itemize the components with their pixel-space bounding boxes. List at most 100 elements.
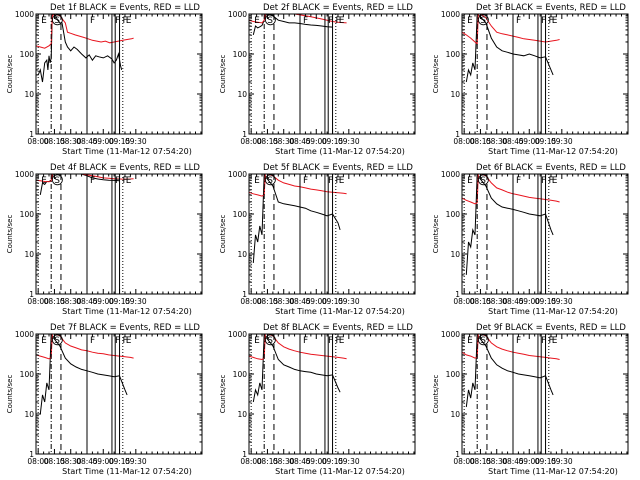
series-line-events	[252, 14, 333, 36]
x-axis-label: Start Time (11-Mar-12 07:54:20)	[62, 147, 192, 156]
y-tick-label: 10	[24, 410, 34, 419]
plot-frame	[35, 173, 203, 295]
y-tick-label: 1000	[228, 330, 247, 339]
marker-label: E	[254, 176, 260, 186]
x-tick-label: 09:15	[322, 137, 344, 146]
series-line-lld	[36, 174, 134, 183]
y-tick-label: 10	[450, 410, 460, 419]
x-tick-label: 08:00	[240, 137, 262, 146]
x-tick-label: 08:30	[273, 457, 295, 466]
marker-label: F	[115, 176, 120, 186]
marker-label: E	[339, 16, 345, 26]
x-tick-label: 08:15	[44, 137, 66, 146]
y-axis-label: Counts/sec	[432, 215, 440, 254]
x-tick-label: 09:00	[518, 457, 540, 466]
marker-label: F	[123, 16, 128, 26]
marker-label: S	[267, 16, 273, 26]
y-axis-label: Counts/sec	[6, 375, 14, 414]
y-tick-label: 100	[446, 50, 461, 59]
x-tick-label: 08:00	[453, 457, 475, 466]
y-axis-label: Counts/sec	[6, 215, 14, 254]
x-tick-label: 08:00	[27, 457, 49, 466]
plot-frame	[461, 173, 629, 295]
x-tick-label: 08:45	[502, 297, 524, 306]
y-tick-label: 1	[29, 450, 34, 459]
x-tick-label: 08:30	[486, 297, 508, 306]
x-tick-label: 09:30	[551, 137, 573, 146]
x-tick-label: 08:45	[289, 457, 311, 466]
x-tick-label: 09:15	[109, 297, 131, 306]
series-line-lld	[462, 174, 560, 205]
marker-label: E	[41, 16, 47, 26]
y-axis-label: Counts/sec	[219, 55, 227, 94]
x-tick-label: 09:00	[305, 297, 327, 306]
y-tick-label: 1000	[441, 10, 460, 19]
x-tick-label: 08:00	[240, 297, 262, 306]
chart-title: Det 5f BLACK = Events, RED = LLD	[263, 163, 413, 173]
x-tick-label: 09:00	[92, 297, 114, 306]
x-tick-label: 09:15	[322, 457, 344, 466]
chart-title: Det 4f BLACK = Events, RED = LLD	[50, 163, 200, 173]
marker-label: F	[516, 336, 521, 346]
x-axis-label: Start Time (11-Mar-12 07:54:20)	[275, 307, 405, 316]
y-tick-label: 1	[242, 130, 247, 139]
x-tick-label: 09:30	[125, 457, 147, 466]
series-line-events	[37, 14, 123, 83]
marker-label: F	[336, 176, 341, 186]
y-tick-label: 1000	[15, 10, 34, 19]
marker-label: F	[336, 336, 341, 346]
marker-label: F	[549, 16, 554, 26]
y-tick-label: 100	[446, 210, 461, 219]
x-axis-label: Start Time (11-Mar-12 07:54:20)	[62, 467, 192, 476]
y-tick-label: 1	[29, 130, 34, 139]
marker-label: E	[467, 336, 473, 346]
marker-label: E	[254, 16, 260, 26]
x-tick-label: 08:45	[76, 137, 98, 146]
marker-label: E	[126, 176, 132, 186]
y-tick-label: 100	[20, 50, 35, 59]
y-tick-label: 100	[233, 210, 248, 219]
y-tick-label: 10	[450, 90, 460, 99]
marker-label: E	[126, 336, 132, 346]
marker-label: F	[123, 336, 128, 346]
x-tick-label: 09:30	[338, 297, 360, 306]
y-axis-label: Counts/sec	[219, 375, 227, 414]
marker-label: E	[339, 336, 345, 346]
marker-label: F	[328, 336, 333, 346]
plot-frame	[35, 13, 203, 135]
y-tick-label: 1	[455, 290, 460, 299]
x-tick-label: 08:30	[486, 137, 508, 146]
x-tick-label: 08:00	[453, 297, 475, 306]
x-tick-label: 08:15	[44, 297, 66, 306]
x-tick-label: 08:15	[257, 297, 279, 306]
x-tick-label: 09:30	[125, 137, 147, 146]
y-tick-label: 1000	[15, 330, 34, 339]
x-tick-label: 08:00	[240, 457, 262, 466]
x-tick-label: 09:30	[125, 297, 147, 306]
marker-label: E	[552, 336, 558, 346]
marker-label: F	[516, 16, 521, 26]
marker-label: F	[90, 176, 95, 186]
chart-title: Det 1f BLACK = Events, RED = LLD	[50, 3, 200, 13]
chart-title: Det 8f BLACK = Events, RED = LLD	[263, 323, 413, 333]
marker-label: E	[467, 16, 473, 26]
series-line-lld	[249, 334, 347, 361]
marker-label: S	[54, 176, 60, 186]
marker-label: S	[480, 336, 486, 346]
y-tick-label: 1	[242, 290, 247, 299]
plot-frame	[248, 13, 416, 135]
marker-circle	[51, 334, 63, 346]
x-tick-label: 08:45	[289, 137, 311, 146]
marker-circle	[264, 174, 276, 186]
x-tick-label: 08:15	[44, 457, 66, 466]
marker-label: F	[328, 16, 333, 26]
x-tick-label: 09:30	[551, 457, 573, 466]
plot-frame	[461, 333, 629, 455]
y-tick-label: 100	[446, 370, 461, 379]
y-tick-label: 1000	[228, 10, 247, 19]
